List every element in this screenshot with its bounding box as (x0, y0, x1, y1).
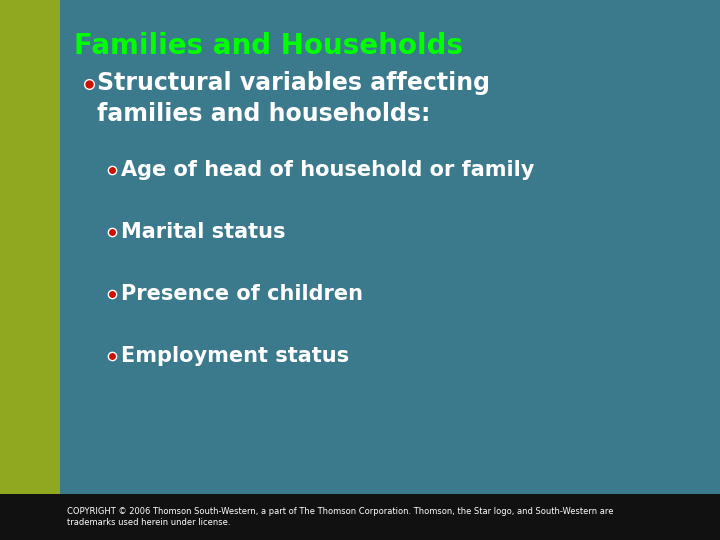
Text: Age of head of household or family: Age of head of household or family (121, 160, 534, 180)
Text: Marital status: Marital status (121, 222, 285, 242)
Text: families and households:: families and households: (97, 103, 431, 126)
FancyBboxPatch shape (0, 494, 720, 540)
Text: Presence of children: Presence of children (121, 284, 363, 305)
Text: Employment status: Employment status (121, 346, 349, 367)
Text: Structural variables affecting: Structural variables affecting (97, 71, 490, 94)
Text: Families and Households: Families and Households (74, 32, 463, 60)
FancyBboxPatch shape (0, 0, 60, 540)
Text: COPYRIGHT © 2006 Thomson South-Western, a part of The Thomson Corporation. Thoms: COPYRIGHT © 2006 Thomson South-Western, … (67, 507, 613, 528)
